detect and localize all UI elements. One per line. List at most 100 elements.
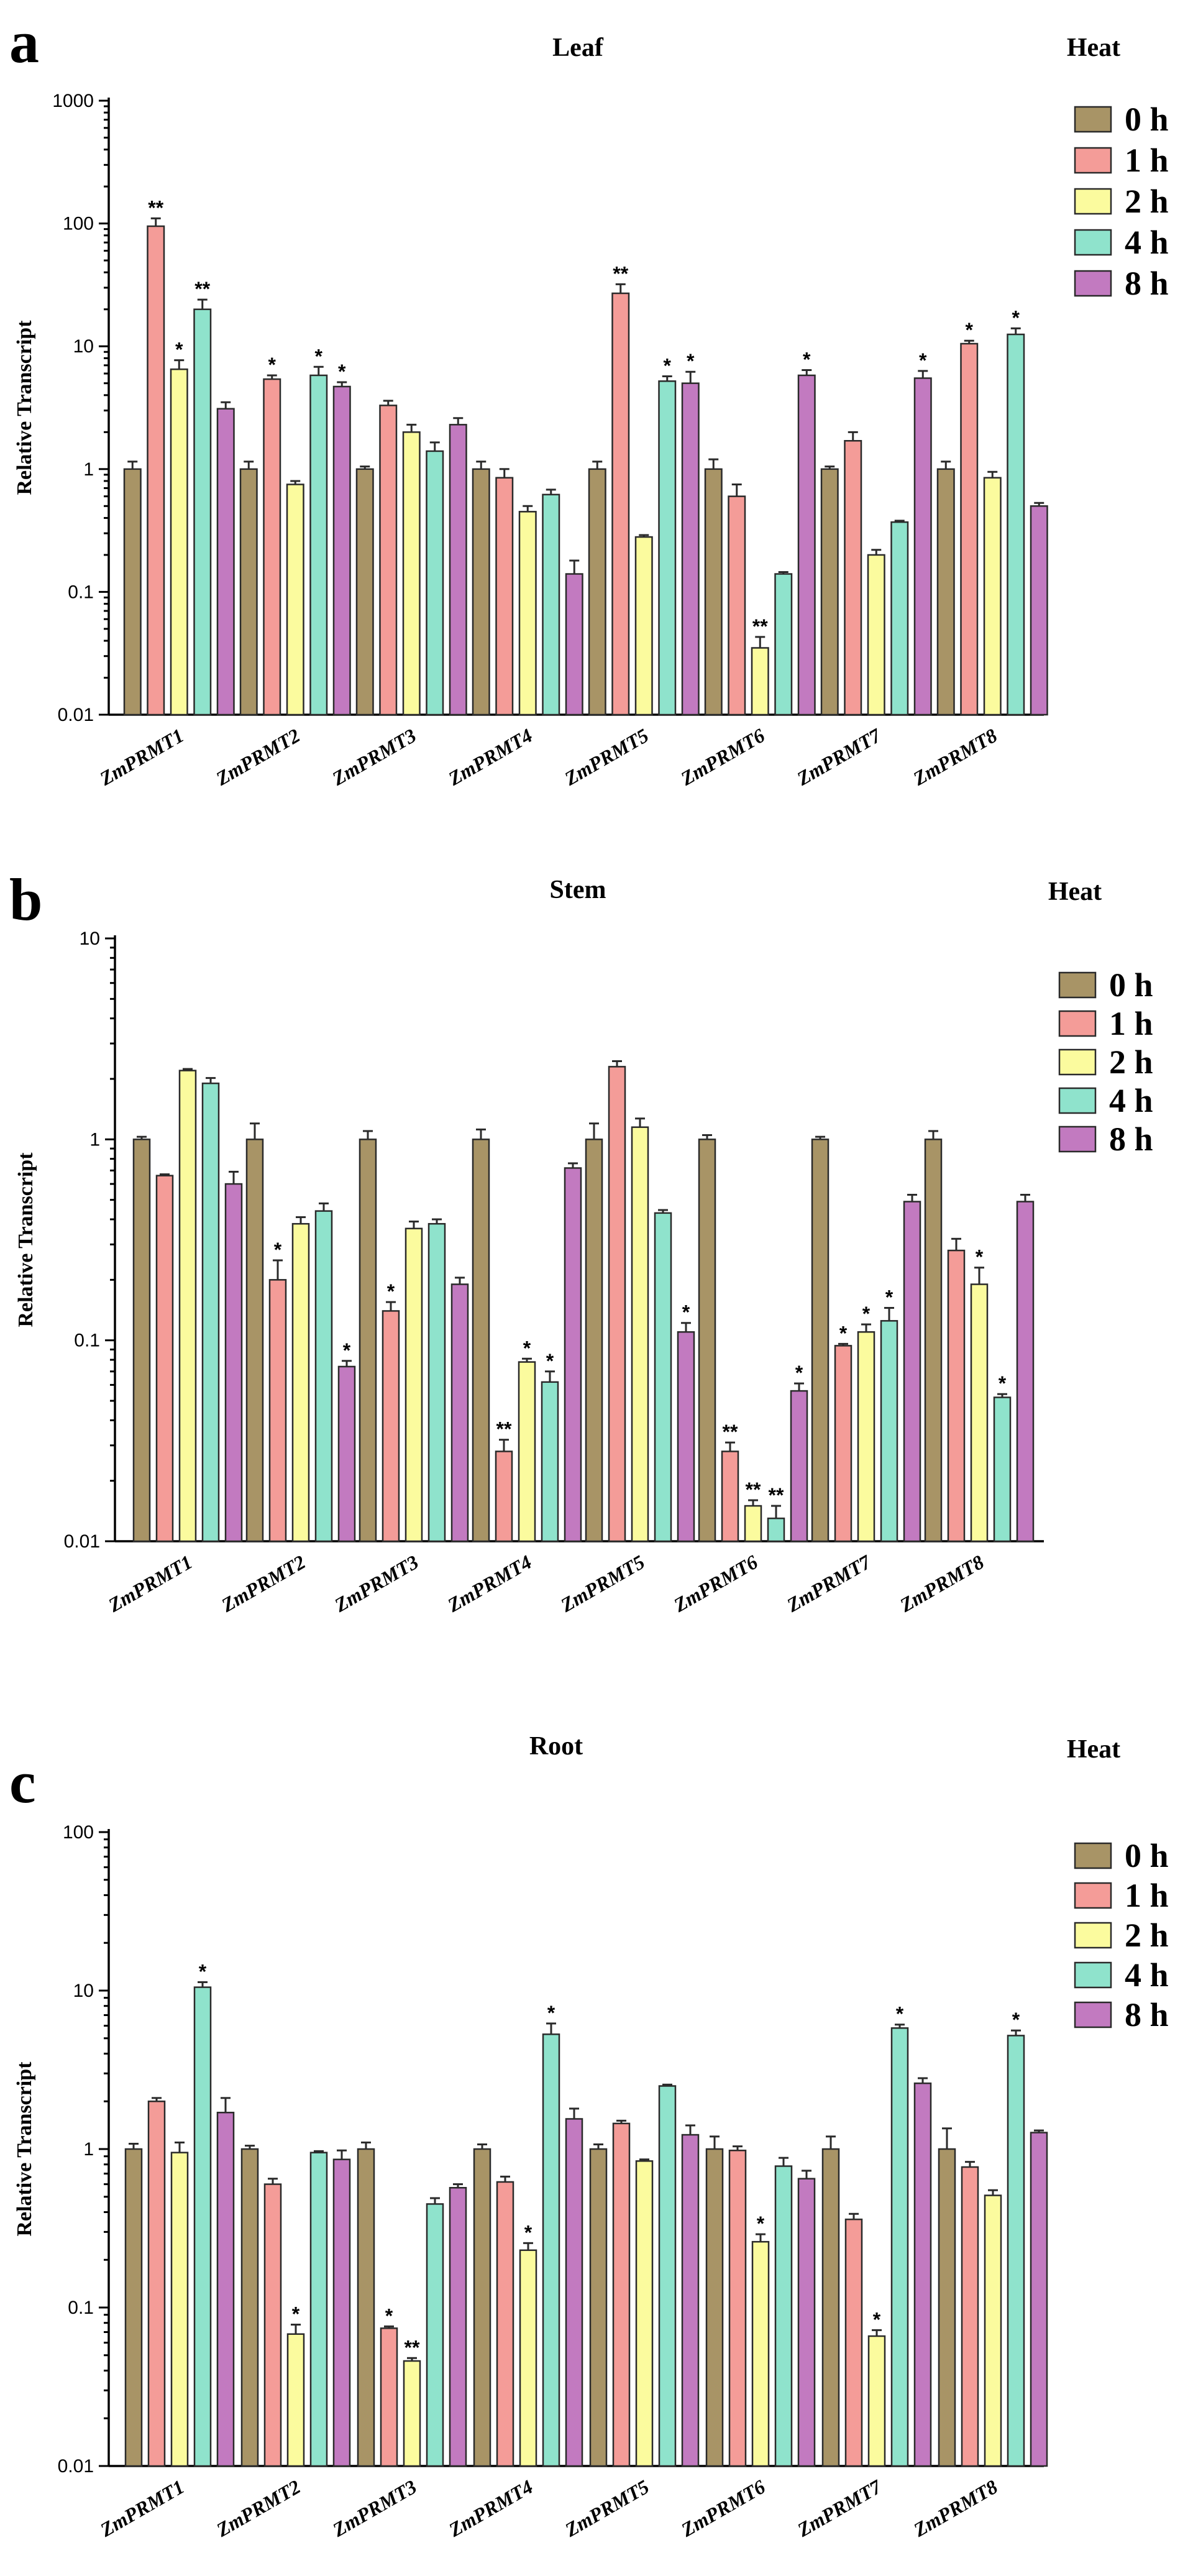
bar-zmprmt4-4h [541, 1381, 559, 1542]
x-tick-label: ZmPRMT3 [328, 724, 420, 790]
bar-zmprmt5-2h [634, 536, 653, 716]
bar-zmprmt8-1h [960, 342, 979, 716]
significance-label: * [999, 1372, 1007, 1395]
y-tick-label: 100 [63, 214, 94, 234]
bar-zmprmt8-0h [938, 2148, 956, 2467]
bar-zmprmt1-4h [201, 1082, 220, 1542]
bar-zmprmt6-2h [751, 2240, 770, 2467]
x-tick-label: ZmPRMT7 [793, 2475, 886, 2541]
chart-title: Root [529, 1732, 583, 1761]
bar-zmprmt4-0h [473, 2148, 491, 2467]
bar-zmprmt6-8h [790, 1390, 808, 1542]
y-tick-label: 0.1 [68, 2298, 94, 2318]
significance-label: ** [613, 262, 628, 285]
bar-zmprmt3-1h [379, 405, 398, 716]
bar-zmprmt3-0h [359, 1139, 377, 1542]
panel-letter: b [9, 866, 42, 933]
bar-zmprmt8-2h [984, 2194, 1002, 2467]
bar-zmprmt5-0h [585, 1139, 603, 1542]
bar-zmprmt4-2h [518, 1361, 536, 1542]
legend-label: 4 h [1109, 1082, 1153, 1119]
legend-label: 8 h [1109, 1121, 1153, 1158]
bar-zmprmt2-0h [245, 1139, 264, 1542]
legend-swatch [1074, 270, 1112, 297]
x-tick-label: ZmPRMT8 [909, 2475, 1001, 2541]
bar-zmprmt5-1h [608, 1066, 626, 1542]
x-tick-label: ZmPRMT5 [560, 724, 652, 790]
x-tick-label: ZmPRMT2 [217, 1551, 309, 1616]
bar-zmprmt6-1h [728, 2149, 747, 2467]
bar-zmprmt5-4h [654, 1212, 672, 1542]
bar-zmprmt1-0h [124, 2148, 143, 2467]
x-tick-label: ZmPRMT6 [677, 724, 769, 790]
bar-zmprmt3-1h [382, 1310, 400, 1542]
significance-label: * [682, 1301, 690, 1324]
significance-label: ** [148, 196, 163, 219]
significance-label: ** [752, 615, 768, 638]
bar-zmprmt1-8h [224, 1183, 243, 1542]
bar-zmprmt4-2h [519, 2249, 537, 2467]
bar-zmprmt2-0h [239, 468, 258, 716]
x-tick-label: ZmPRMT7 [782, 1550, 875, 1616]
x-tick-label: ZmPRMT2 [212, 2475, 304, 2541]
significance-label: * [268, 354, 277, 376]
bar-zmprmt7-1h [844, 440, 862, 716]
significance-label: * [687, 350, 695, 372]
x-tick-label: ZmPRMT4 [443, 1551, 535, 1616]
x-tick-label: ZmPRMT3 [328, 2475, 420, 2541]
bar-zmprmt6-1h [721, 1451, 739, 1542]
bar-zmprmt5-1h [611, 292, 630, 716]
bar-zmprmt8-4h [1007, 333, 1025, 716]
legend-label: 2 h [1125, 1917, 1169, 1954]
x-tick-label: ZmPRMT5 [560, 2475, 652, 2541]
legend-swatch [1058, 1087, 1097, 1114]
bar-zmprmt5-8h [677, 1331, 695, 1542]
bar-zmprmt1-8h [216, 408, 235, 716]
bar-zmprmt1-1h [147, 2100, 166, 2467]
bar-zmprmt1-8h [216, 2111, 235, 2467]
significance-label: * [199, 1960, 207, 1982]
legend-swatch [1074, 2001, 1112, 2028]
bar-zmprmt5-2h [635, 2160, 654, 2467]
bar-zmprmt7-4h [890, 521, 909, 716]
bar-zmprmt1-2h [178, 1070, 197, 1542]
significance-label: * [919, 349, 927, 372]
bar-zmprmt3-4h [426, 2203, 444, 2467]
significance-label: * [546, 1350, 554, 1372]
bar-zmprmt5-0h [589, 2148, 608, 2467]
condition-label: Heat [1067, 34, 1120, 62]
significance-label: * [966, 319, 974, 341]
bar-zmprmt3-4h [427, 1222, 446, 1542]
bar-zmprmt8-8h [1030, 2132, 1048, 2467]
y-tick-label: 0.01 [58, 2456, 94, 2477]
significance-label: * [315, 345, 323, 367]
bar-zmprmt8-1h [947, 1249, 966, 1542]
bar-zmprmt5-8h [681, 382, 700, 716]
bar-zmprmt4-1h [495, 1451, 513, 1542]
y-tick-label: 0.1 [74, 1331, 100, 1351]
bar-zmprmt2-2h [291, 1222, 310, 1542]
bar-zmprmt2-2h [286, 484, 304, 716]
bar-zmprmt7-4h [880, 1320, 898, 1542]
bar-zmprmt4-8h [565, 2118, 583, 2467]
significance-label: * [175, 339, 183, 361]
legend-label: 8 h [1125, 265, 1169, 302]
bar-zmprmt7-2h [867, 2335, 886, 2467]
legend-label: 1 h [1109, 1005, 1153, 1042]
significance-label: * [343, 1339, 351, 1362]
bar-zmprmt6-0h [704, 468, 723, 716]
legend-swatch [1074, 1922, 1112, 1949]
bar-zmprmt6-4h [767, 1517, 785, 1542]
bar-zmprmt5-4h [658, 2085, 677, 2467]
y-tick-label: 10 [80, 928, 100, 949]
bar-zmprmt2-8h [332, 2158, 351, 2467]
panel-letter: c [9, 1749, 36, 1815]
y-tick-label: 1000 [52, 91, 94, 111]
significance-label: * [387, 1280, 395, 1303]
y-tick-label: 1 [89, 1129, 100, 1150]
y-axis-label: Relative Transcript [14, 1152, 37, 1327]
bar-zmprmt6-8h [797, 374, 816, 716]
bar-zmprmt4-4h [542, 493, 560, 716]
bar-zmprmt2-4h [309, 2152, 328, 2467]
y-tick-label: 0.01 [64, 1531, 100, 1552]
